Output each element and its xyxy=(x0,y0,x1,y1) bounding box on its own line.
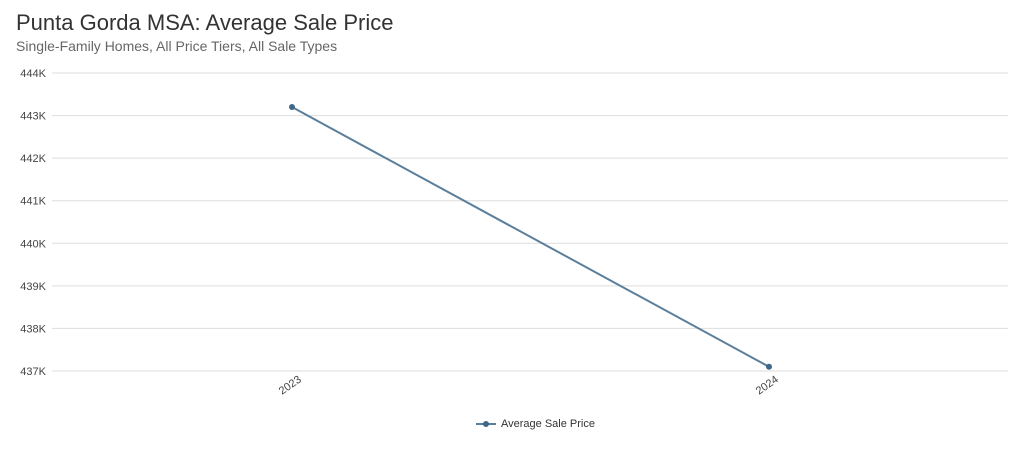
series-line xyxy=(291,106,770,368)
y-tick-label: 443K xyxy=(20,111,46,123)
y-tick-label: 442K xyxy=(20,153,46,165)
y-tick-label: 439K xyxy=(20,281,46,293)
chart-title: Punta Gorda MSA: Average Sale Price xyxy=(16,10,394,35)
y-tick-label: 440K xyxy=(20,238,46,250)
x-tick-label: 2023 xyxy=(277,374,304,398)
y-tick-label: 437K xyxy=(20,366,46,378)
legend-label: Average Sale Price xyxy=(501,418,595,430)
legend-marker-icon xyxy=(476,421,496,427)
y-tick-label: 444K xyxy=(20,68,46,80)
legend[interactable]: Average Sale Price xyxy=(476,418,595,430)
chart-subtitle: Single-Family Homes, All Price Tiers, Al… xyxy=(16,38,338,54)
y-tick-label: 438K xyxy=(20,323,46,335)
data-point xyxy=(289,104,295,111)
y-tick-label: 441K xyxy=(20,196,46,208)
data-point xyxy=(766,363,772,370)
x-tick-label: 2024 xyxy=(754,374,781,398)
